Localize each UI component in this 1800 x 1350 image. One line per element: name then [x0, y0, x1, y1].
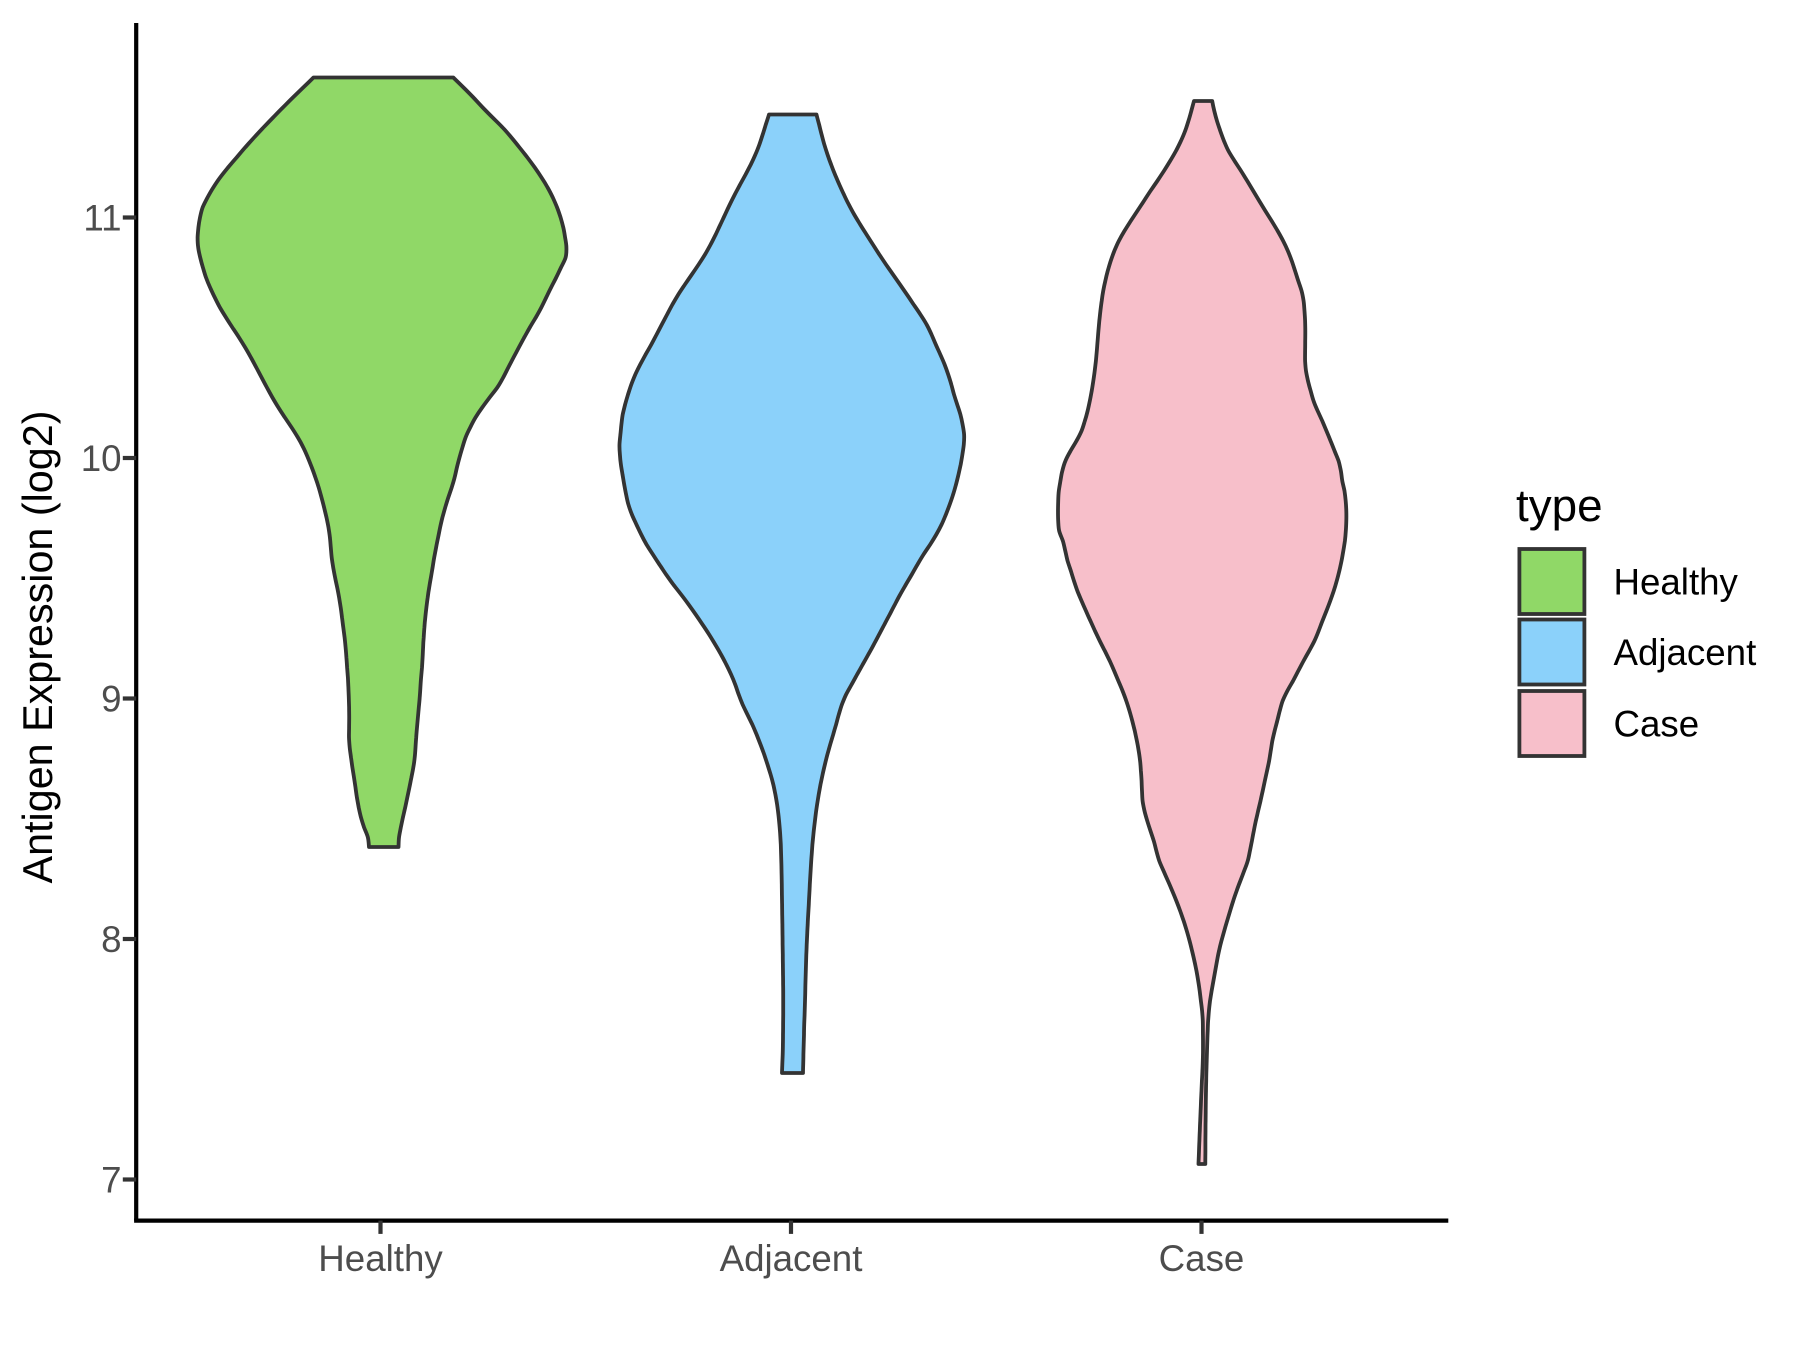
- svg-text:11: 11: [83, 198, 121, 239]
- svg-text:10: 10: [81, 438, 122, 479]
- svg-text:Case: Case: [1159, 1238, 1245, 1279]
- svg-text:Adjacent: Adjacent: [1614, 632, 1757, 673]
- svg-text:8: 8: [101, 919, 121, 960]
- svg-text:9: 9: [101, 679, 121, 720]
- svg-text:Case: Case: [1614, 704, 1700, 745]
- svg-text:Antigen Expression (log2): Antigen Expression (log2): [15, 411, 61, 884]
- svg-text:7: 7: [101, 1160, 121, 1201]
- svg-text:Adjacent: Adjacent: [720, 1238, 863, 1279]
- svg-text:type: type: [1516, 480, 1603, 531]
- svg-text:Healthy: Healthy: [318, 1238, 443, 1279]
- svg-text:Healthy: Healthy: [1614, 562, 1739, 603]
